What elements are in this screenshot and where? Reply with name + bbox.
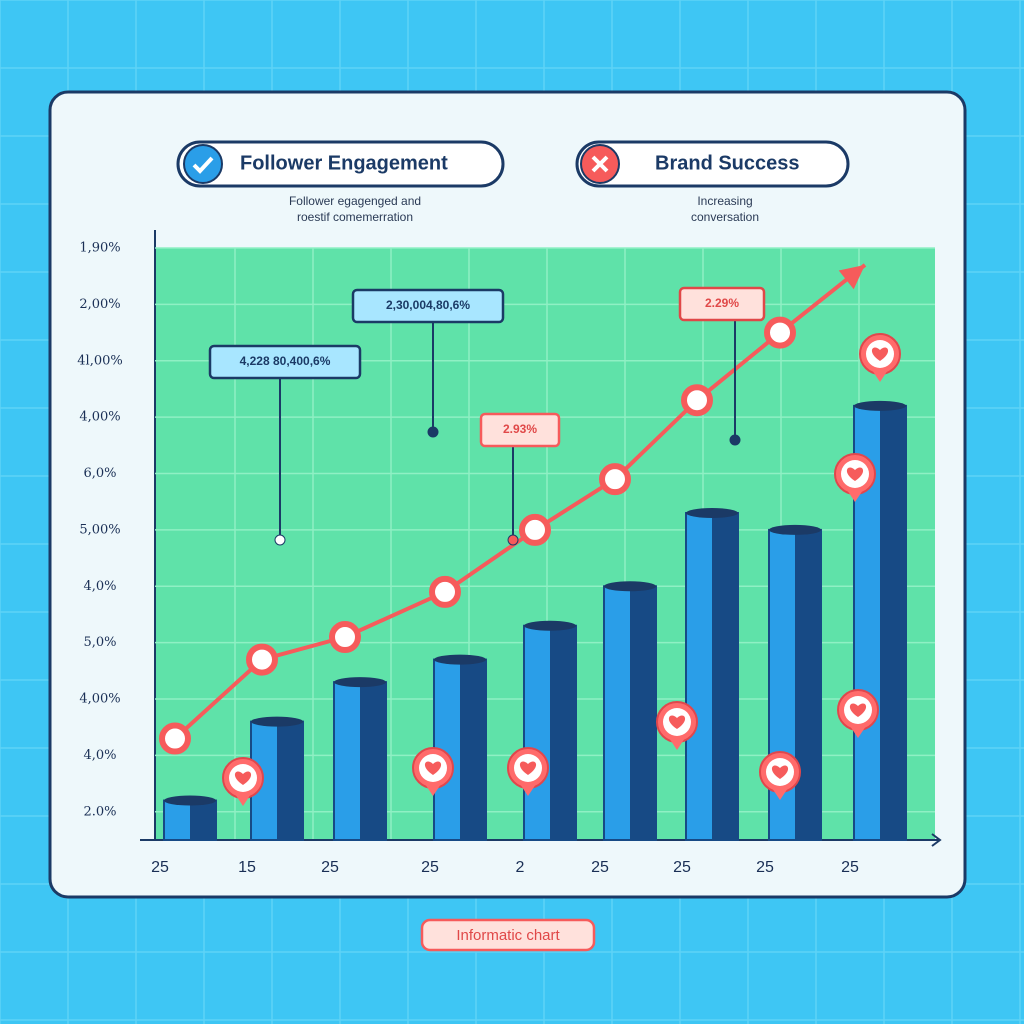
subtitle: Follower egagenged and bbox=[289, 194, 421, 208]
legend-icon bbox=[183, 144, 223, 184]
heart bbox=[849, 703, 867, 717]
line-point bbox=[599, 463, 631, 496]
x-icon bbox=[591, 155, 609, 173]
callout-box bbox=[678, 286, 766, 322]
heart-tail bbox=[772, 788, 788, 800]
subtitle: roestif comemerration bbox=[297, 210, 413, 224]
callout-dot bbox=[274, 534, 286, 546]
heart bbox=[871, 347, 889, 361]
y-tick-label: 4l,00% bbox=[77, 353, 122, 368]
annotation: 2,30,004,80,6% bbox=[386, 298, 470, 312]
line-point bbox=[519, 513, 551, 546]
heart-tail bbox=[847, 490, 863, 502]
line-point bbox=[246, 643, 278, 676]
bar-shade bbox=[795, 529, 821, 840]
x-tick-label: 25 bbox=[673, 859, 691, 876]
bar-cap bbox=[434, 654, 486, 665]
subtitle: conversation bbox=[691, 210, 759, 224]
x-tick-label: 15 bbox=[238, 859, 256, 876]
legend-label: Brand Success bbox=[655, 152, 800, 174]
heart-tail bbox=[235, 794, 251, 806]
bar-shade bbox=[630, 586, 656, 840]
y-tick-label: 5,00% bbox=[79, 522, 120, 537]
bar-shade bbox=[880, 405, 906, 840]
line-point bbox=[764, 316, 796, 349]
callout-box bbox=[479, 412, 561, 448]
heart-tail bbox=[850, 726, 866, 738]
bar-cap bbox=[524, 620, 576, 631]
y-tick-label: 1,90% bbox=[79, 241, 120, 256]
heart-tail bbox=[669, 738, 685, 750]
bar-shade bbox=[712, 512, 738, 840]
callout-dot bbox=[729, 434, 741, 446]
annotation: 4,228 80,400,6% bbox=[240, 354, 331, 368]
heart bbox=[668, 715, 686, 729]
bar-shade bbox=[277, 721, 303, 840]
bar-cap bbox=[769, 524, 821, 535]
callout-box bbox=[351, 288, 505, 324]
line-point bbox=[681, 384, 713, 417]
heart bbox=[424, 761, 442, 775]
heart-tail bbox=[425, 784, 441, 796]
y-tick-label: 2,00% bbox=[79, 297, 120, 312]
x-tick-label: 25 bbox=[756, 859, 774, 876]
bar-cap bbox=[334, 677, 386, 688]
annotation: 2.29% bbox=[705, 296, 739, 310]
x-tick-label: 2 bbox=[516, 859, 525, 876]
legend-item bbox=[176, 140, 505, 188]
x-tick-label: 25 bbox=[421, 859, 439, 876]
callout-dot bbox=[427, 426, 439, 438]
x-tick-label: 25 bbox=[841, 859, 859, 876]
bar-shade bbox=[550, 625, 576, 840]
y-tick-label: 5,0% bbox=[83, 635, 116, 650]
bar-shade bbox=[360, 682, 386, 840]
y-tick-label: 4,0% bbox=[83, 748, 116, 763]
bar-cap bbox=[164, 795, 216, 806]
callout-dot bbox=[507, 534, 519, 546]
y-tick-label: 4,00% bbox=[79, 692, 120, 707]
y-tick-label: 2.0% bbox=[83, 804, 116, 819]
annotation: 2.93% bbox=[503, 422, 537, 436]
y-tick-label: 4,00% bbox=[79, 410, 120, 425]
axis-arrow bbox=[931, 833, 942, 847]
line-point bbox=[159, 722, 191, 755]
y-tick-label: 6,0% bbox=[83, 466, 116, 481]
footer-button[interactable] bbox=[420, 918, 596, 952]
x-tick-label: 25 bbox=[151, 859, 169, 876]
heart bbox=[234, 771, 252, 785]
y-tick-label: 4,0% bbox=[83, 579, 116, 594]
legend-item bbox=[575, 140, 850, 188]
bar-cap bbox=[604, 581, 656, 592]
heart bbox=[771, 765, 789, 779]
bar-cap bbox=[854, 400, 906, 411]
heart bbox=[846, 467, 864, 481]
x-tick-label: 25 bbox=[591, 859, 609, 876]
legend-label: Follower Engagement bbox=[240, 152, 448, 174]
line-point bbox=[429, 575, 461, 608]
heart bbox=[519, 761, 537, 775]
subtitle: Increasing bbox=[697, 194, 752, 208]
heart-tail bbox=[520, 784, 536, 796]
bar-cap bbox=[251, 716, 303, 727]
bar-shade bbox=[190, 800, 216, 840]
x-tick-label: 25 bbox=[321, 859, 339, 876]
check-icon bbox=[192, 156, 214, 174]
arrow-head bbox=[838, 264, 865, 290]
bar-shade bbox=[460, 659, 486, 840]
callout-box bbox=[208, 344, 362, 380]
bar-cap bbox=[686, 507, 738, 518]
line-point bbox=[329, 621, 361, 654]
heart-tail bbox=[872, 370, 888, 382]
footer-label[interactable]: Informatic chart bbox=[456, 927, 560, 944]
